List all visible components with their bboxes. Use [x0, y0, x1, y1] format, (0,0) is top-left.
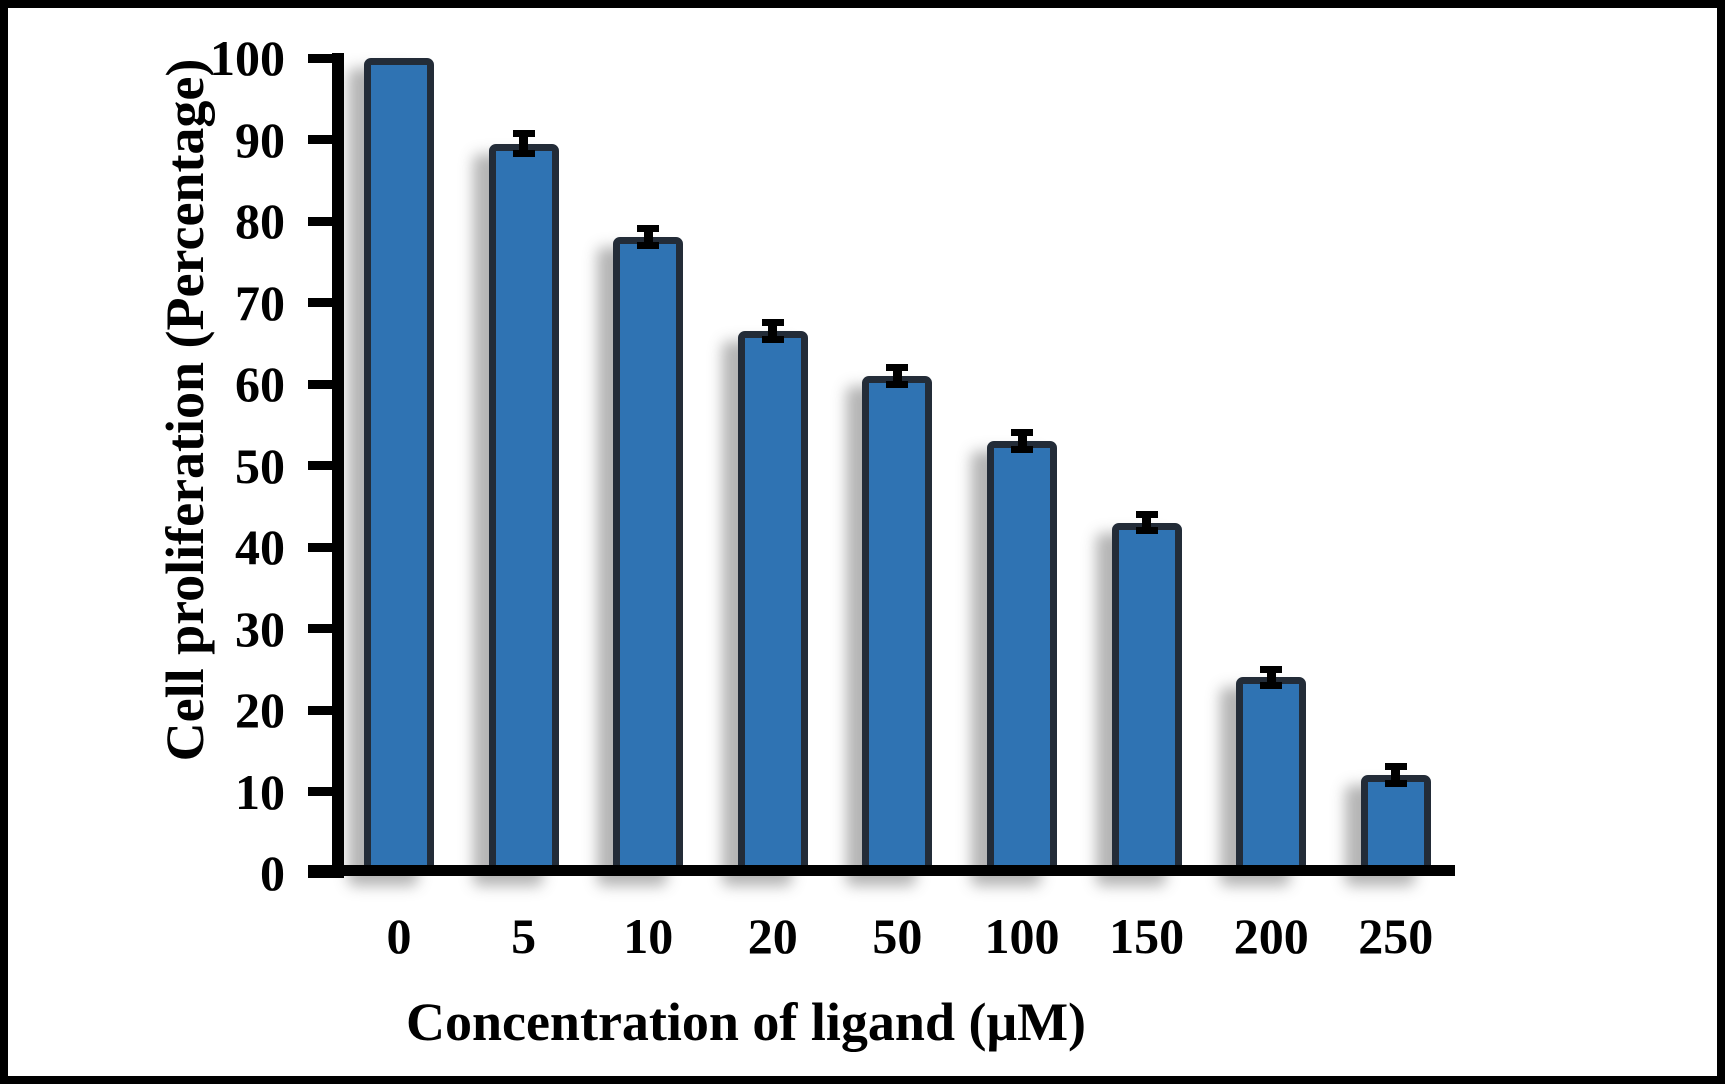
x-tick-label: 10	[623, 908, 674, 964]
error-bar-stem	[1017, 436, 1027, 446]
error-bar-cap-top	[1384, 763, 1407, 771]
y-axis-tick	[308, 379, 344, 389]
y-tick-label: 40	[235, 519, 285, 575]
bar	[1236, 677, 1307, 876]
error-bar-cap-bottom	[1260, 682, 1283, 690]
error-bar-stem	[892, 370, 902, 381]
y-axis-tick	[308, 705, 344, 715]
y-axis-tick	[308, 53, 344, 63]
y-axis-tick	[308, 787, 344, 796]
y-tick-label: 30	[235, 600, 285, 657]
error-bar-cap-top	[886, 363, 909, 371]
error-bar-cap-top	[512, 130, 535, 138]
error-bar-cap-bottom	[512, 150, 535, 158]
error-bar-cap-bottom	[1135, 527, 1158, 535]
error-bar-cap-bottom	[761, 335, 784, 343]
bar	[1111, 522, 1182, 876]
y-axis-tick	[308, 298, 344, 307]
error-bar-cap-bottom	[886, 380, 909, 388]
error-bar-stem	[519, 137, 529, 151]
y-axis-tick	[308, 135, 344, 144]
y-tick-label: 70	[235, 274, 285, 331]
bar	[862, 375, 933, 876]
y-tick-label: 80	[235, 193, 285, 249]
y-tick-label: 100	[210, 30, 285, 86]
error-bar-stem	[768, 326, 778, 336]
x-tick-label: 5	[511, 908, 537, 964]
bar	[987, 441, 1057, 876]
bar	[737, 331, 808, 876]
bar	[364, 58, 434, 876]
error-bar-cap-top	[1135, 510, 1158, 518]
y-axis-tick	[308, 216, 344, 226]
y-tick-label: 20	[235, 682, 285, 738]
error-bar-stem	[1391, 770, 1401, 781]
x-tick-label: 150	[1109, 908, 1185, 964]
x-tick-label: 50	[872, 908, 923, 964]
y-axis-tick	[308, 624, 344, 633]
error-bar-cap-top	[637, 225, 660, 233]
x-tick-label: 250	[1358, 908, 1434, 964]
x-tick-label: 200	[1233, 908, 1309, 964]
error-bar-cap-bottom	[1384, 780, 1407, 788]
error-bar-cap-top	[1011, 429, 1033, 437]
bar	[1360, 775, 1431, 876]
error-bar-stem	[643, 232, 653, 243]
error-bar-cap-bottom	[1011, 445, 1033, 453]
x-axis-line	[308, 865, 1455, 876]
bar	[613, 237, 684, 876]
y-axis-tick	[308, 868, 344, 878]
y-tick-label: 10	[235, 763, 285, 820]
error-bar-cap-top	[1260, 665, 1283, 673]
y-tick-label: 90	[235, 111, 285, 168]
y-tick-label: 50	[235, 437, 285, 494]
x-tick-label: 20	[747, 908, 798, 964]
x-axis-title: Concentration of ligand (μM)	[405, 992, 1087, 1052]
y-tick-label: 60	[235, 356, 285, 412]
y-axis-tick	[308, 542, 344, 552]
error-bar-stem	[1142, 517, 1152, 528]
x-tick-label: 0	[386, 908, 412, 964]
bar	[488, 143, 559, 876]
y-axis-tick	[308, 461, 344, 470]
y-tick-label: 0	[260, 845, 285, 901]
error-bar-stem	[1266, 672, 1276, 683]
error-bar-cap-top	[761, 319, 784, 327]
error-bar-cap-bottom	[637, 242, 660, 250]
x-tick-label: 100	[984, 908, 1060, 964]
plot-area: 0 10 20 30 40 50 60 70 80 90 100 0 5 10 20 50 100 150 200 2…	[8, 8, 1717, 1076]
